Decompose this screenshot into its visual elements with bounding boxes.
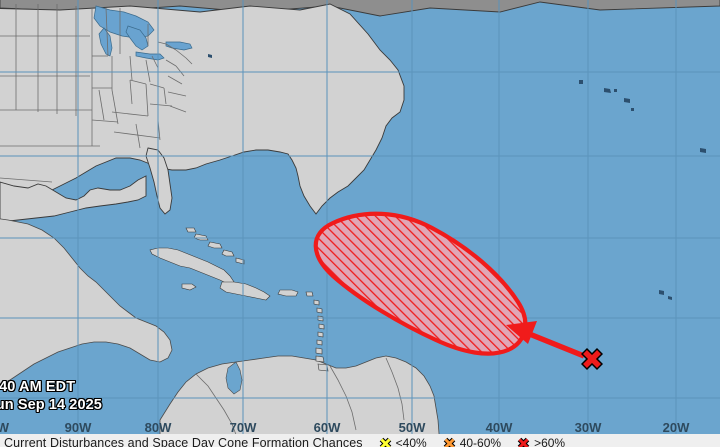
lake-maracaibo xyxy=(225,361,243,395)
x-marker-icon xyxy=(517,437,530,447)
island-jamaica xyxy=(181,283,197,291)
legend-item: <40% xyxy=(379,436,427,447)
legend-row: Current Disturbances and Space Day Cone … xyxy=(0,434,720,447)
motion-arrow-shaft xyxy=(525,330,586,359)
legend-label: 40-60% xyxy=(459,436,502,447)
islands-mid-atlantic xyxy=(208,54,706,300)
legend-item: 40-60% xyxy=(443,436,501,447)
island-hispaniola xyxy=(219,281,271,301)
landmass-mexico-central-america xyxy=(0,218,173,385)
lake-erie xyxy=(135,51,165,61)
legend-label: >60% xyxy=(534,436,566,447)
legend-title: Current Disturbances and Space Day Cone … xyxy=(4,436,363,447)
x-marker-icon xyxy=(379,437,392,447)
island-puerto-rico xyxy=(277,289,299,297)
landmass-united-states xyxy=(0,3,405,216)
landmass-gulf-coast xyxy=(0,175,147,223)
island-trinidad xyxy=(317,363,329,372)
motion-arrow-head xyxy=(506,321,537,344)
disturbance-x-marker[interactable] xyxy=(580,347,604,371)
border-guyana xyxy=(329,365,357,431)
legend-label: <40% xyxy=(395,436,427,447)
border-venezuela xyxy=(195,373,239,441)
x-marker-icon xyxy=(443,437,456,447)
islands-bahamas xyxy=(185,227,245,265)
legend-strip: Current Disturbances and Space Day Cone … xyxy=(0,434,720,447)
us-state-boundaries xyxy=(0,4,193,183)
lake-huron xyxy=(125,25,149,51)
disturbance-formation-area[interactable] xyxy=(313,211,528,356)
landmass-florida xyxy=(145,147,173,215)
border-brazil-north xyxy=(385,357,405,421)
legend-item: >60% xyxy=(517,436,565,447)
